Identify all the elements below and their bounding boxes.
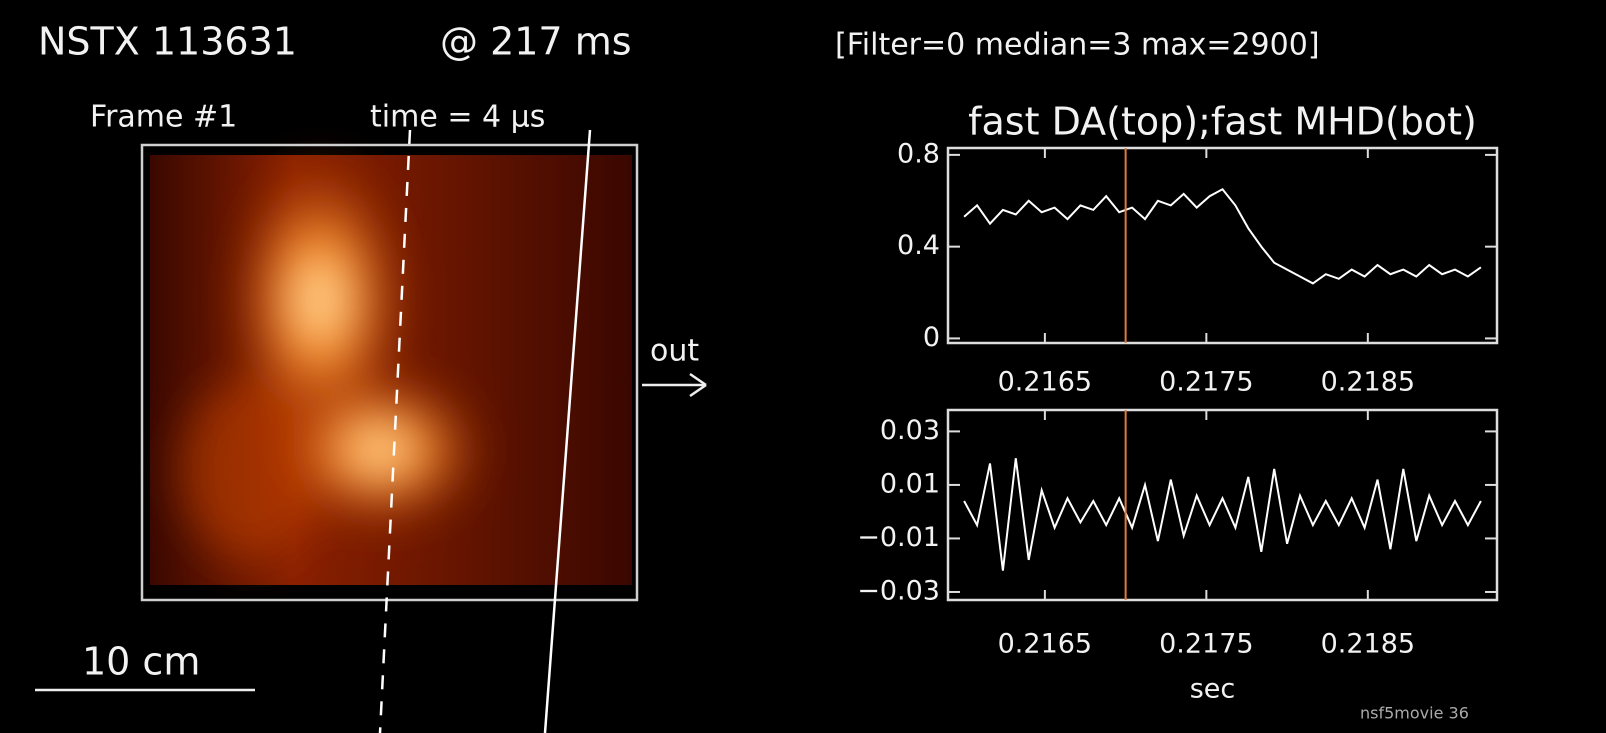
page: NSTX 113631 @ 217 ms [Filter=0 median=3 … [0, 0, 1606, 733]
blob [180, 380, 320, 560]
x-tick-label: 0.2175 [1159, 367, 1253, 398]
direction-label: out [650, 334, 699, 369]
settings: [Filter=0 median=3 max=2900] [835, 28, 1320, 63]
title: NSTX 113631 [38, 20, 297, 64]
y-tick-label: 0.03 [880, 415, 940, 446]
x-tick-label: 0.2185 [1321, 367, 1415, 398]
y-tick-label: 0.01 [880, 468, 940, 499]
time: @ 217 ms [440, 20, 632, 64]
time-label: time = 4 μs [370, 100, 545, 135]
y-tick-label: −0.03 [857, 575, 940, 606]
y-tick-label: 0.8 [897, 138, 940, 169]
y-tick-label: 0.4 [897, 230, 940, 261]
scale-label: 10 cm [82, 640, 200, 684]
x-axis-label: sec [1190, 674, 1236, 705]
footer: nsf5movie 36 [1360, 704, 1469, 723]
chart-title: fast DA(top);fast MHD(bot) [968, 100, 1477, 144]
x-tick-label: 0.2165 [998, 629, 1092, 660]
frame-label: Frame #1 [90, 100, 237, 135]
screen: NSTX 113631 @ 217 ms [Filter=0 median=3 … [0, 0, 1606, 733]
x-tick-label: 0.2165 [998, 367, 1092, 398]
y-tick-label: 0 [923, 322, 940, 353]
x-tick-label: 0.2185 [1321, 629, 1415, 660]
y-tick-label: −0.01 [857, 522, 940, 553]
x-tick-label: 0.2175 [1159, 629, 1253, 660]
